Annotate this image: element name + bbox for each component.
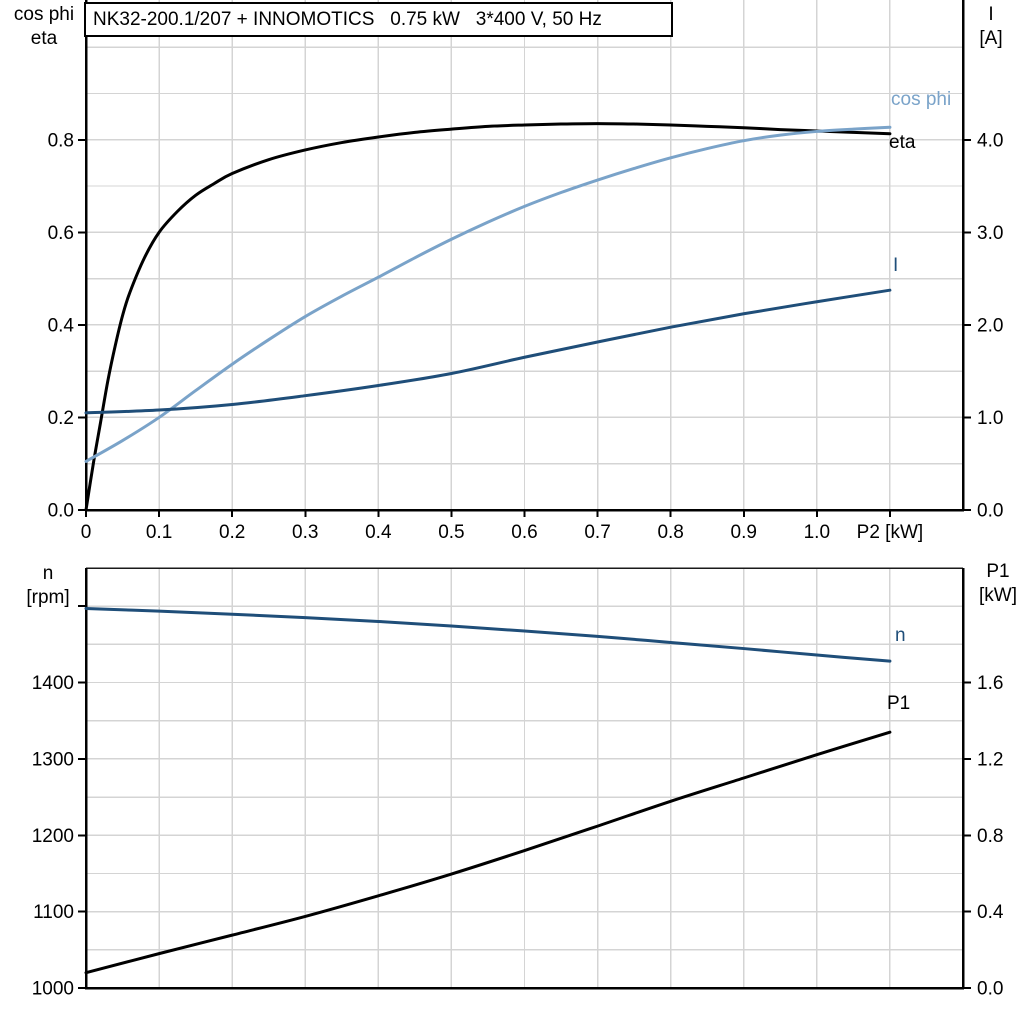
chart-title-box: NK32-200.1/207 + INNOMOTICS 0.75 kW 3*40… xyxy=(84,2,673,37)
svg-text:1000: 1000 xyxy=(32,979,74,1000)
cos-phi-curve-label: cos phi xyxy=(891,89,952,110)
svg-text:4.0: 4.0 xyxy=(977,130,1003,151)
svg-text:0.7: 0.7 xyxy=(584,522,610,543)
bottom-chart-curves xyxy=(84,606,892,975)
svg-text:1.0: 1.0 xyxy=(977,408,1003,429)
svg-text:0.0: 0.0 xyxy=(977,979,1003,1000)
bottom-left-axis-title: n [rpm] xyxy=(8,562,88,610)
bottom-chart-axes: 1000 1100 1200 1300 1400 0.0 0.4 0.8 1.2 1.6 xyxy=(32,567,1004,1000)
p1-curve-label: P1 xyxy=(887,693,911,714)
svg-text:0.2: 0.2 xyxy=(219,522,245,543)
svg-text:0.0: 0.0 xyxy=(48,501,74,522)
bottom-chart-series-P1 xyxy=(84,730,892,975)
svg-text:1300: 1300 xyxy=(32,749,74,770)
left-axis-title-line2: eta xyxy=(30,28,58,49)
svg-text:0.1: 0.1 xyxy=(146,522,172,543)
top-chart-curves xyxy=(84,122,892,512)
bottom-chart-grid xyxy=(86,568,963,988)
svg-text:0.8: 0.8 xyxy=(657,522,683,543)
svg-text:0: 0 xyxy=(81,522,92,543)
current-curve-label: I xyxy=(893,255,899,276)
svg-text:0.8: 0.8 xyxy=(48,130,74,151)
svg-text:P2 [kW]: P2 [kW] xyxy=(857,522,924,543)
svg-text:0.9: 0.9 xyxy=(731,522,757,543)
eta-curve-label: eta xyxy=(889,132,916,153)
svg-text:0.4: 0.4 xyxy=(365,522,392,543)
speed-curve-label: n xyxy=(895,625,906,646)
svg-text:3.0: 3.0 xyxy=(977,223,1003,244)
svg-text:0.0: 0.0 xyxy=(977,501,1003,522)
svg-text:0.5: 0.5 xyxy=(438,522,464,543)
svg-text:0.4: 0.4 xyxy=(977,902,1004,923)
svg-text:1.6: 1.6 xyxy=(977,673,1003,694)
bottom-chart-series-n xyxy=(84,606,892,663)
speed-axis-title-line2: [rpm] xyxy=(26,587,70,608)
p1-axis-title-line2: [kW] xyxy=(979,585,1017,606)
p1-axis-title-line1: P1 xyxy=(986,561,1010,582)
svg-text:1400: 1400 xyxy=(32,673,74,694)
svg-text:1.0: 1.0 xyxy=(804,522,830,543)
svg-text:0.8: 0.8 xyxy=(977,826,1003,847)
top-chart: 0.0 0.2 0.4 0.6 0.8 0.0 1.0 2.0 3.0 4.0 0 0.1 0.2 0.3… xyxy=(48,0,1003,543)
svg-text:0.3: 0.3 xyxy=(292,522,318,543)
right-axis-title-line2: [A] xyxy=(979,28,1003,49)
bottom-right-axis-title: P1 [kW] xyxy=(968,560,1024,608)
top-chart-series-eta xyxy=(84,122,892,512)
svg-text:1100: 1100 xyxy=(33,902,74,923)
svg-text:0.6: 0.6 xyxy=(511,522,537,543)
top-chart-axes: 0.0 0.2 0.4 0.6 0.8 0.0 1.0 2.0 3.0 4.0 0 0.1 0.2 0.3… xyxy=(48,0,1003,543)
svg-text:1200: 1200 xyxy=(32,826,74,847)
svg-text:0.4: 0.4 xyxy=(48,315,75,336)
top-chart-series-I xyxy=(84,288,892,415)
top-left-axis-title: cos phi eta xyxy=(4,3,84,51)
svg-text:2.0: 2.0 xyxy=(977,315,1003,336)
svg-text:0.2: 0.2 xyxy=(48,408,74,429)
svg-text:1.2: 1.2 xyxy=(977,749,1003,770)
bottom-chart: 1000 1100 1200 1300 1400 0.0 0.4 0.8 1.2 1.6 xyxy=(32,567,1004,1000)
chart-title-text: NK32-200.1/207 + INNOMOTICS 0.75 kW 3*40… xyxy=(93,8,602,30)
top-chart-series-cos-phi xyxy=(84,125,892,463)
speed-axis-title-line1: n xyxy=(42,563,54,584)
top-right-axis-title: I [A] xyxy=(960,3,1022,51)
top-chart-grid xyxy=(86,0,963,510)
right-axis-title-line1: I xyxy=(988,4,994,25)
svg-text:0.6: 0.6 xyxy=(48,223,74,244)
left-axis-title-line1: cos phi xyxy=(13,4,75,25)
